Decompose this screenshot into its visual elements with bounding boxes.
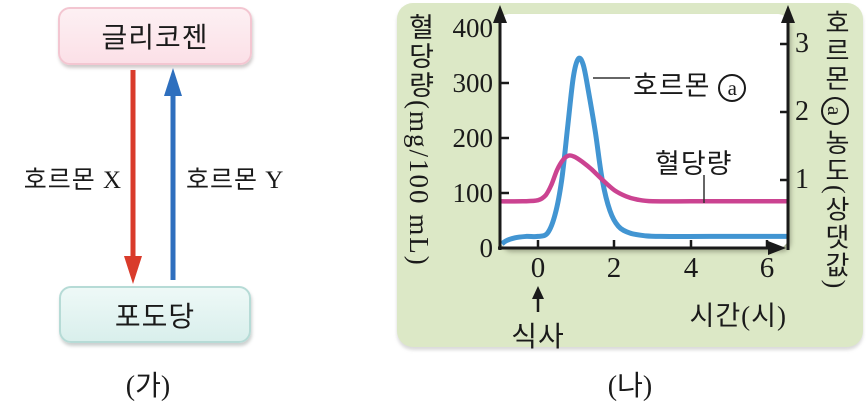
hormone-curve-label: 호르몬 a <box>633 64 747 103</box>
meal-arrow <box>532 286 544 312</box>
plot-area <box>499 14 788 248</box>
x-axis-title: 시간(시) <box>689 301 787 331</box>
hormone-y-label: 호르몬 Y <box>186 167 285 194</box>
left-ytick-300: 300 <box>452 68 494 98</box>
right-ytick-1: 1 <box>795 164 809 195</box>
glycogen-label: 글리코젠 <box>101 23 209 54</box>
xtick-0: 0 <box>530 252 546 284</box>
left-ytick-100: 100 <box>452 178 494 208</box>
hormone-x-label: 호르몬 X <box>23 167 122 194</box>
left-ytick-200: 200 <box>452 123 494 153</box>
right-ytick-3: 3 <box>795 28 809 59</box>
left-ytick-400: 400 <box>452 13 494 43</box>
conversion-arrows <box>124 68 182 284</box>
hormone-x-arrow-down <box>124 70 142 284</box>
circled-a-icon: a <box>821 97 849 125</box>
metabolism-diagram-panel: 글리코젠 호르몬 X 호르몬 Y 포도당 <box>0 0 397 408</box>
right-y-axis-title-pre: 호르몬 <box>821 9 850 93</box>
xtick-2: 2 <box>606 252 622 284</box>
xtick-4: 4 <box>683 252 699 284</box>
glycogen-box: 글리코젠 <box>58 7 252 65</box>
caption-ga: (가) <box>125 371 171 402</box>
xtick-6: 6 <box>759 252 775 284</box>
right-y-axis-title-post: 농도(상댓값) <box>821 129 850 291</box>
left-y-axis-title-korean: 혈당량 <box>404 13 434 100</box>
circled-a-icon: a <box>718 74 747 102</box>
meal-label: 식사 <box>511 322 565 353</box>
left-y-axis-title: 혈당량(mg/100 mL) <box>404 13 434 339</box>
right-ytick-2: 2 <box>795 96 809 127</box>
caption-na: (나) <box>607 371 653 402</box>
glucose-curve-label: 혈당량 <box>655 149 733 179</box>
glucose-label: 포도당 <box>114 301 196 333</box>
left-ytick-0: 0 <box>479 233 494 263</box>
right-y-axis-title: 호르몬 a 농도(상댓값) <box>821 9 850 345</box>
left-y-axis-title-unit: (mg/100 mL) <box>404 100 434 267</box>
chart-panel-na: 혈당량(mg/100 mL) 400 300 200 100 0 3 2 1 0… <box>397 3 863 353</box>
glucose-box: 포도당 <box>59 286 251 343</box>
hormone-y-arrow-up <box>164 68 182 280</box>
